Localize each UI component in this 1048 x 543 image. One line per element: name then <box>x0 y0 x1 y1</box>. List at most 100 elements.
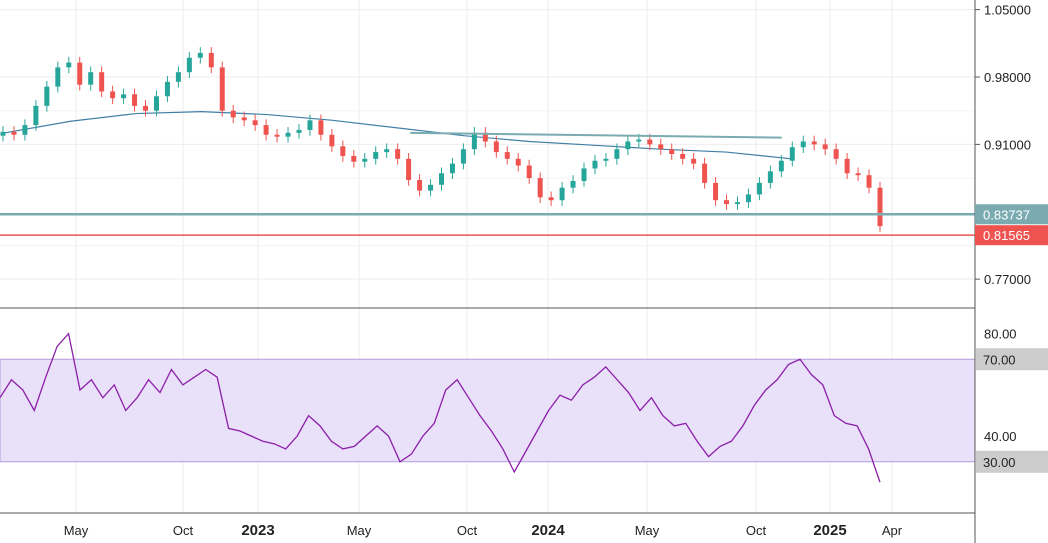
candle-body <box>460 149 466 164</box>
price-tags: 0.83737 0.81565 70.00 30.00 <box>975 204 1048 473</box>
candle-body <box>471 132 477 150</box>
candle-body <box>789 147 795 161</box>
candle-body <box>800 141 806 148</box>
candle-body <box>515 158 521 166</box>
candle-body <box>77 62 83 85</box>
candle-body <box>702 163 708 183</box>
candle-body <box>55 67 61 87</box>
candle-body <box>439 173 444 185</box>
candle-body <box>734 202 740 205</box>
candle-body <box>263 125 269 135</box>
candle-body <box>132 94 138 106</box>
candle-body <box>669 149 675 154</box>
candle-body <box>428 184 434 191</box>
time-tick-label: May <box>64 523 89 538</box>
candle-body <box>449 163 455 174</box>
candle-body <box>121 94 127 99</box>
candle-body <box>877 187 883 227</box>
candle-body <box>241 117 247 121</box>
candle-body <box>570 180 576 188</box>
candle-body <box>504 152 510 159</box>
candle-body <box>33 105 39 126</box>
rsi-band-tag <box>976 348 1048 371</box>
candle-body <box>724 200 730 205</box>
candle-body <box>756 182 762 195</box>
candle-body <box>329 134 335 147</box>
candle-body <box>164 81 170 97</box>
time-tick-label: 2025 <box>813 522 846 539</box>
candle-body <box>417 179 423 191</box>
level-tag <box>975 225 1048 246</box>
level-tag <box>975 204 1048 225</box>
time-tick-label: 2023 <box>241 522 274 539</box>
candle-body <box>745 194 751 203</box>
candle-body <box>778 160 784 172</box>
candle-body <box>11 131 17 135</box>
candle-body <box>767 171 773 183</box>
candle-body <box>22 125 28 135</box>
level-tag-label: 0.83737 <box>983 207 1030 222</box>
candle-body <box>614 149 620 159</box>
level-tag-label: 0.81565 <box>983 228 1030 243</box>
candle-body <box>581 168 587 181</box>
candle-body <box>406 158 412 180</box>
time-tick-label: 2024 <box>531 522 565 539</box>
candle-body <box>592 160 598 169</box>
price-tick-label: 0.77000 <box>984 272 1031 287</box>
time-tick-label: May <box>635 523 660 538</box>
candle-body <box>175 72 181 82</box>
resistance-trendline <box>410 131 782 139</box>
candle-body <box>66 62 72 68</box>
candle-body <box>636 139 642 142</box>
candle-body <box>153 96 159 111</box>
candle-body <box>811 141 817 145</box>
candle-body <box>351 155 357 162</box>
candle-body <box>559 187 565 201</box>
candle-body <box>44 86 50 106</box>
candle-body <box>482 132 488 142</box>
rsi-tick-label: 40.00 <box>984 429 1017 444</box>
candle-body <box>208 52 214 68</box>
candle-body <box>855 173 861 176</box>
price-tick-label: 0.91000 <box>984 137 1031 152</box>
time-tick-label: May <box>347 523 372 538</box>
candle-body <box>833 149 839 159</box>
candle-body <box>866 175 872 188</box>
candle-body <box>384 149 390 153</box>
price-tick-label: 1.05000 <box>984 3 1031 18</box>
rsi-band-tag <box>976 450 1048 473</box>
candle-body <box>143 105 149 111</box>
candle-body <box>691 158 697 164</box>
rsi-panel <box>0 332 976 483</box>
candle-body <box>493 141 499 153</box>
time-tick-label: Oct <box>457 523 478 538</box>
price-tick-label: 0.98000 <box>984 70 1031 85</box>
candle-body <box>822 144 828 150</box>
candle-body <box>647 139 653 145</box>
candle-body <box>274 134 280 137</box>
candle-body <box>362 158 368 162</box>
candle-body <box>526 165 532 179</box>
candle-body <box>88 72 94 85</box>
candle-body <box>285 132 291 137</box>
price-panel <box>0 47 975 236</box>
candle-body <box>548 197 554 201</box>
rsi-tick-label: 80.00 <box>984 327 1017 342</box>
candle-body <box>230 110 236 118</box>
time-tick-label: Oct <box>173 523 194 538</box>
candle-body <box>252 120 258 126</box>
candle-body <box>197 52 203 58</box>
candle-body <box>110 91 116 99</box>
candle-body <box>680 154 686 159</box>
candle-body <box>318 120 324 135</box>
candle-body <box>658 144 664 150</box>
candle-body <box>395 149 401 159</box>
candle-body <box>373 152 379 159</box>
candle-body <box>296 129 302 133</box>
candle-body <box>537 178 543 198</box>
candle-body <box>99 72 105 92</box>
grid <box>0 0 975 513</box>
candle-body <box>0 131 6 136</box>
